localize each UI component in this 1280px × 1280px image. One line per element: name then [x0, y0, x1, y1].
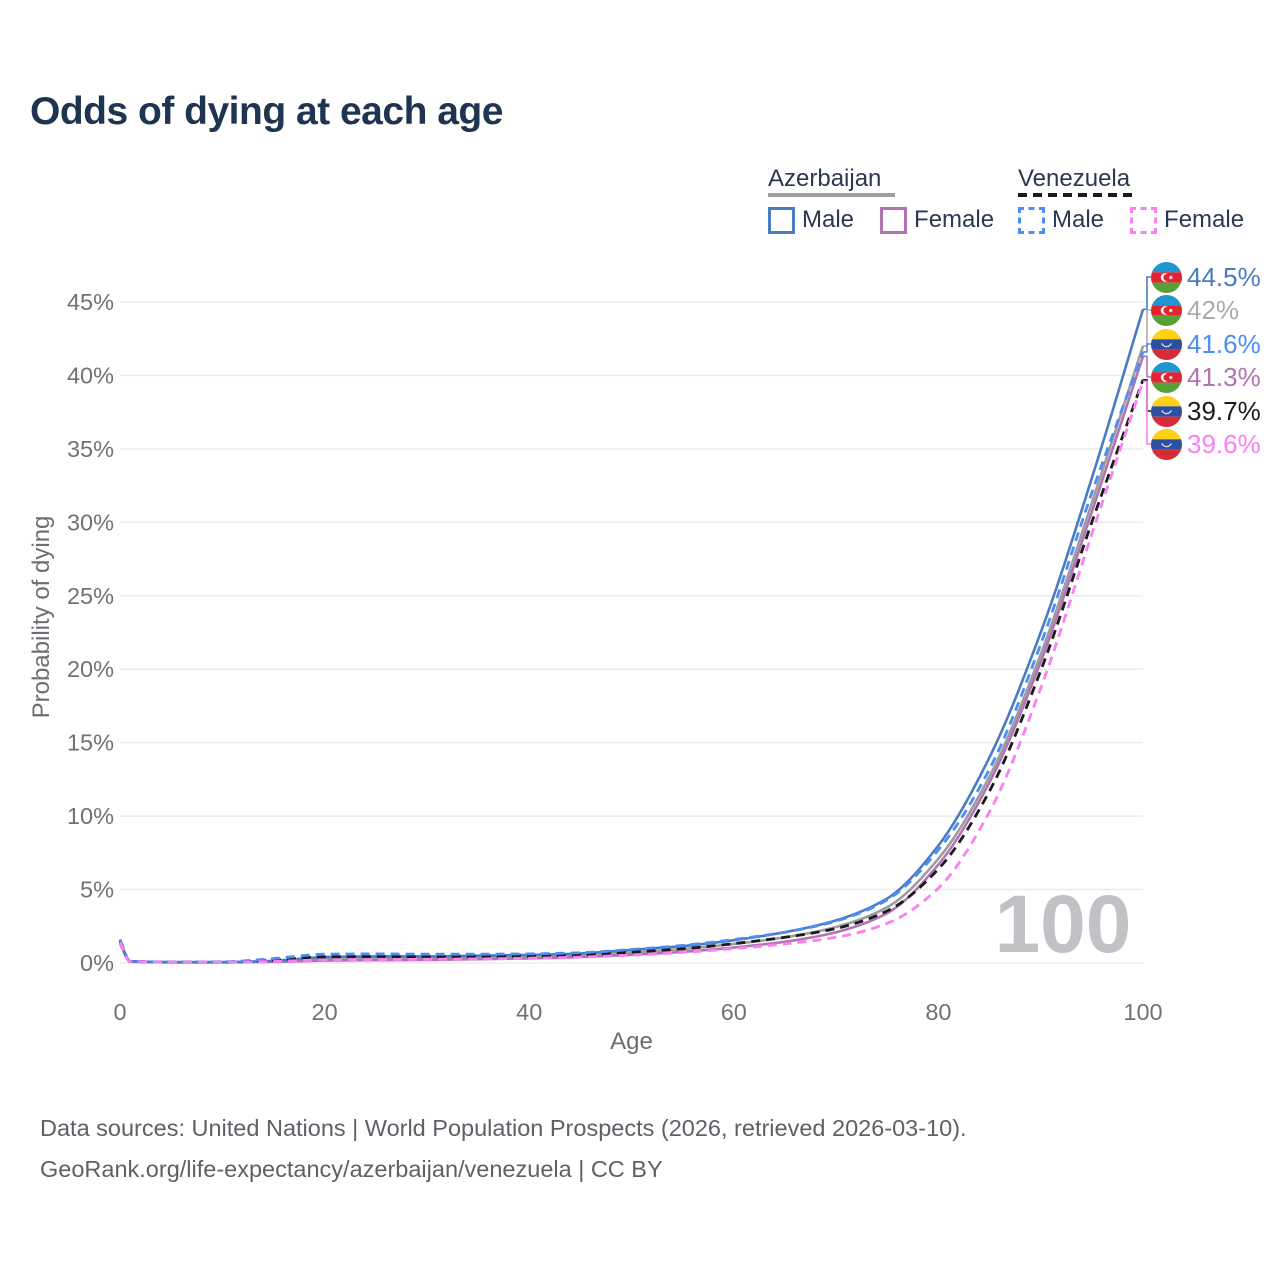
- end-value: 41.6%: [1187, 328, 1261, 359]
- series-line-ve_both: [118, 379, 1145, 964]
- legend-group-venezuela: Venezuela Male Female: [1018, 166, 1244, 234]
- footer-attribution: Data sources: United Nations | World Pop…: [40, 1108, 967, 1190]
- y-tick-label: 25%: [67, 583, 114, 609]
- x-tick-label: 0: [113, 999, 126, 1025]
- y-tick-label: 40%: [67, 362, 114, 388]
- end-value: 41.3%: [1187, 361, 1261, 392]
- end-value: 42%: [1187, 294, 1240, 325]
- leader-line: [1143, 380, 1151, 445]
- x-axis-title: Age: [610, 1028, 653, 1055]
- legend-item-azerbaijan-female[interactable]: Female: [880, 206, 994, 234]
- age-watermark: 100: [995, 879, 1132, 970]
- end-label: 39.7%: [1151, 395, 1261, 427]
- venezuela-flag-icon: [1151, 429, 1182, 460]
- end-label: 44.5%: [1151, 261, 1261, 293]
- male-series-swatch-icon: [768, 206, 795, 234]
- end-value: 39.6%: [1187, 428, 1261, 459]
- leader-line: [1143, 355, 1151, 378]
- end-value: 39.7%: [1187, 395, 1261, 426]
- legend-item-label: Male: [802, 206, 855, 233]
- data-sources-line: Data sources: United Nations | World Pop…: [40, 1115, 967, 1141]
- page-title: Odds of dying at each age: [30, 90, 503, 133]
- legend-group-azerbaijan: Azerbaijan Male Female: [768, 166, 994, 234]
- y-tick-label: 0%: [80, 950, 114, 976]
- venezuela-flag-icon: [1151, 329, 1182, 360]
- dashed-line-swatch: [1018, 193, 1136, 197]
- y-tick-label: 30%: [67, 509, 114, 535]
- series-line-az_male: [118, 308, 1145, 964]
- leader-line: [1143, 309, 1151, 347]
- legend-item-label: Female: [1164, 206, 1245, 233]
- end-value: 44.5%: [1187, 261, 1261, 292]
- y-tick-label: 35%: [67, 436, 114, 462]
- end-label: 42%: [1151, 294, 1239, 326]
- series-line-ve_male: [118, 351, 1145, 964]
- x-tick-label: 60: [721, 999, 747, 1025]
- legend-item-label: Male: [1052, 206, 1105, 233]
- end-label: 41.3%: [1151, 361, 1261, 393]
- legend-item-azerbaijan-male[interactable]: Male: [768, 206, 854, 234]
- y-tick-label: 15%: [67, 730, 114, 756]
- x-tick-label: 100: [1123, 999, 1162, 1025]
- end-label: 41.6%: [1151, 328, 1261, 360]
- legend-country-label: Venezuela: [1018, 165, 1131, 192]
- azerbaijan-flag-icon: [1151, 262, 1182, 293]
- georank-link-line: GeoRank.org/life-expectancy/azerbaijan/v…: [40, 1156, 663, 1182]
- x-tick-label: 80: [925, 999, 951, 1025]
- x-tick-label: 20: [312, 999, 338, 1025]
- end-label: 39.6%: [1151, 428, 1261, 460]
- series-line-az_both: [118, 345, 1145, 964]
- series-line-ve_female: [118, 380, 1145, 964]
- azerbaijan-flag-icon: [1151, 362, 1182, 393]
- y-tick-label: 5%: [80, 877, 114, 903]
- legend-item-venezuela-female[interactable]: Female: [1130, 206, 1244, 234]
- x-tick-label: 40: [516, 999, 542, 1025]
- y-tick-label: 10%: [67, 803, 114, 829]
- series-line-az_female: [118, 355, 1145, 964]
- legend-item-label: Female: [914, 206, 995, 233]
- y-tick-label: 45%: [67, 289, 114, 315]
- azerbaijan-flag-icon: [1151, 295, 1182, 326]
- legend-country-label: Azerbaijan: [768, 165, 882, 192]
- leader-line: [1143, 276, 1151, 311]
- male-series-swatch-icon: [1018, 206, 1045, 234]
- y-tick-label: 20%: [67, 656, 114, 682]
- leader-line: [1143, 343, 1151, 353]
- solid-line-swatch: [768, 193, 895, 197]
- legend-item-venezuela-male[interactable]: Male: [1018, 206, 1104, 234]
- venezuela-flag-icon: [1151, 396, 1182, 427]
- female-series-swatch-icon: [1130, 206, 1158, 234]
- y-axis-title: Probability of dying: [28, 516, 55, 719]
- female-series-swatch-icon: [880, 206, 908, 234]
